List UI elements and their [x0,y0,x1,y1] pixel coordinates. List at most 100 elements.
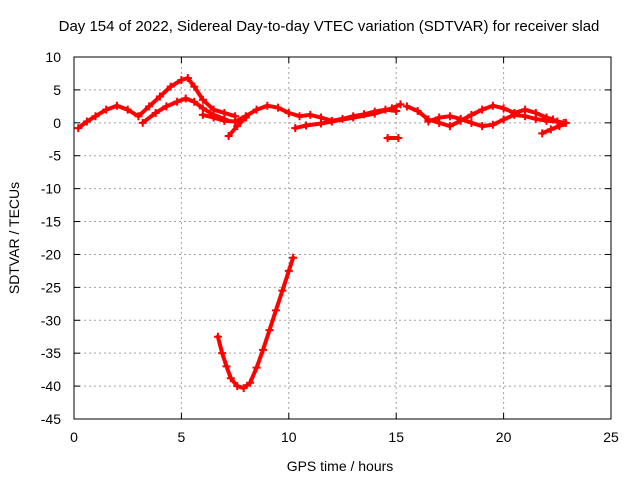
data-point [177,76,186,85]
data-point [510,110,519,119]
data-point [488,120,497,129]
data-point [91,112,100,121]
data-point [166,82,175,91]
data-point [370,109,379,118]
y-tick-label: -30 [41,312,61,328]
data-point [259,345,268,354]
data-point [190,97,199,106]
y-tick-label: -35 [41,345,61,361]
data-point [218,349,227,358]
data-point [531,114,540,123]
data-point [467,118,476,127]
data-point [220,116,229,125]
data-point [231,117,240,126]
data-point [252,105,261,114]
data-point [123,105,132,114]
y-tick-label: -20 [41,246,61,262]
data-point [102,105,111,114]
x-tick-label: 20 [496,429,512,445]
data-point [478,122,487,131]
data-point [284,266,293,275]
data-point [226,374,235,383]
data-point [151,108,160,117]
x-tick-label: 0 [70,429,78,445]
data-point [209,113,218,122]
data-point [538,129,547,138]
data-point [499,115,508,124]
data-point [265,326,274,335]
data-point [499,104,508,113]
data-point [198,110,207,119]
data-point [82,117,91,126]
data-point [456,114,465,123]
data-point [233,382,242,391]
x-axis-label: GPS time / hours [287,458,394,474]
data-point [424,117,433,126]
data-point [445,112,454,121]
data-point [349,113,358,122]
data-point [145,102,154,111]
data-point [291,124,300,133]
data-point [162,102,171,111]
data-point [394,133,403,142]
plot-frame [73,56,612,420]
data-point [555,122,564,131]
tick-layer: 0 5 10 15 20 25 10 5 0 -5 -10 -15 -20 -25 -30 -35 -40 -45 [41,49,619,445]
data-point [284,108,293,117]
data-point [488,101,497,110]
data-point [274,103,283,112]
data-point [402,102,411,111]
y-tick-label: -5 [49,148,62,164]
series-layer [74,74,570,393]
x-tick-label: 25 [603,429,619,445]
data-point [546,125,555,134]
data-point [445,122,454,131]
data-point [387,104,396,113]
data-point [521,112,530,121]
y-tick-label: -40 [41,378,61,394]
data-point [233,122,242,131]
data-point [327,117,336,126]
y-tick-label: -10 [41,181,61,197]
data-point [222,362,231,371]
data-point [413,106,422,115]
data-point [553,117,562,126]
chart-title: Day 154 of 2022, Sidereal Day-to-day VTE… [59,18,600,35]
data-point [289,253,298,262]
data-point [252,363,261,372]
x-tick-label: 10 [281,429,297,445]
data-point [134,112,143,121]
data-point [278,286,287,295]
data-point [295,112,304,121]
series-track-a [76,76,238,131]
data-point [271,306,280,315]
data-point [241,113,250,122]
data-point [198,95,207,104]
data-point [478,105,487,114]
data-point [396,100,405,109]
data-point [467,110,476,119]
data-point [213,332,222,341]
data-point [239,384,248,393]
y-tick-label: -25 [41,279,61,295]
y-tick-label: 10 [45,49,61,65]
data-point [383,133,392,142]
data-point [542,116,551,125]
y-tick-label: 5 [53,82,61,98]
y-axis-label: SDTVAR / TECUs [6,182,22,294]
y-tick-label: 0 [53,115,61,131]
data-point [435,113,444,122]
data-point [224,131,233,140]
data-point [181,94,190,103]
data-point [317,119,326,128]
data-point [306,110,315,119]
data-point [246,378,255,387]
y-tick-label: -15 [41,214,61,230]
data-point [155,92,164,101]
y-tick-label: -45 [41,411,61,427]
x-tick-label: 15 [388,429,404,445]
data-point [561,118,570,127]
data-point [190,82,199,91]
data-point [263,101,272,110]
